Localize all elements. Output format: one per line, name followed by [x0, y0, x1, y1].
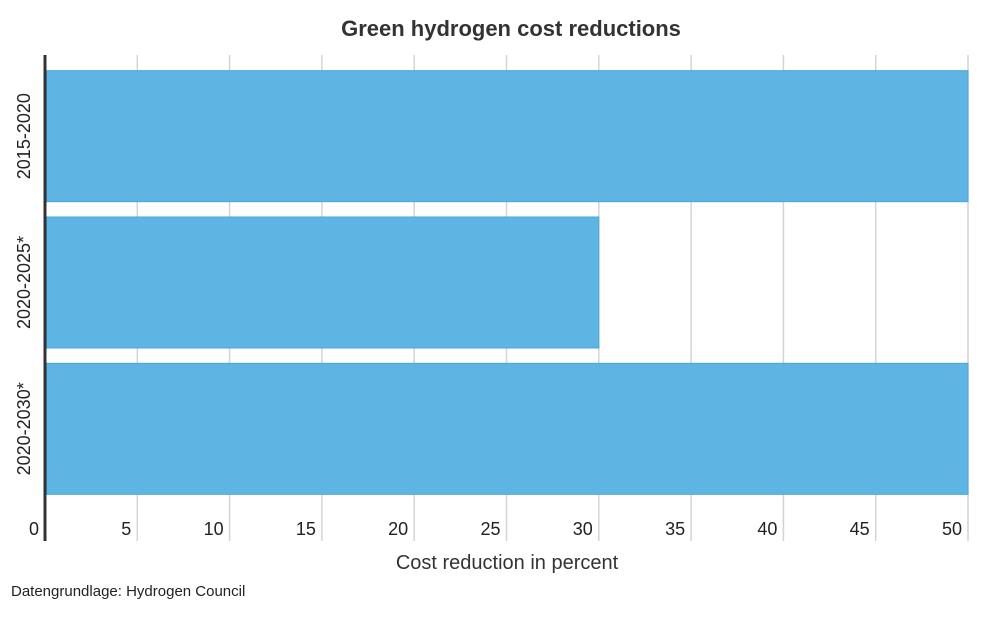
bar	[46, 70, 969, 203]
bar	[46, 216, 600, 349]
bar	[46, 362, 969, 495]
x-tick-label: 30	[573, 519, 593, 539]
x-tick-label: 15	[296, 519, 316, 539]
x-tick-label: 0	[29, 519, 39, 539]
x-tick-label: 10	[204, 519, 224, 539]
x-tick-label: 25	[480, 519, 500, 539]
source-note: Datengrundlage: Hydrogen Council	[11, 583, 246, 600]
x-tick-label: 45	[850, 519, 870, 539]
x-tick-label: 40	[757, 519, 777, 539]
bars	[46, 70, 969, 495]
y-category-labels: 2015-2020 2020-2025* 2020-2030*	[14, 93, 34, 475]
x-tick-label: 20	[388, 519, 408, 539]
y-category-label: 2015-2020	[14, 93, 34, 179]
x-axis-label: Cost reduction in percent	[396, 552, 619, 574]
x-tick-label: 5	[121, 519, 131, 539]
x-tick-label: 50	[942, 519, 962, 539]
x-tick-label: 35	[665, 519, 685, 539]
y-category-label: 2020-2030*	[14, 382, 34, 475]
chart-title: Green hydrogen cost reductions	[341, 16, 681, 41]
x-tick-labels: 0 5 10 15 20 25 30 35 40 45 50	[29, 519, 962, 539]
y-category-label: 2020-2025*	[14, 236, 34, 329]
